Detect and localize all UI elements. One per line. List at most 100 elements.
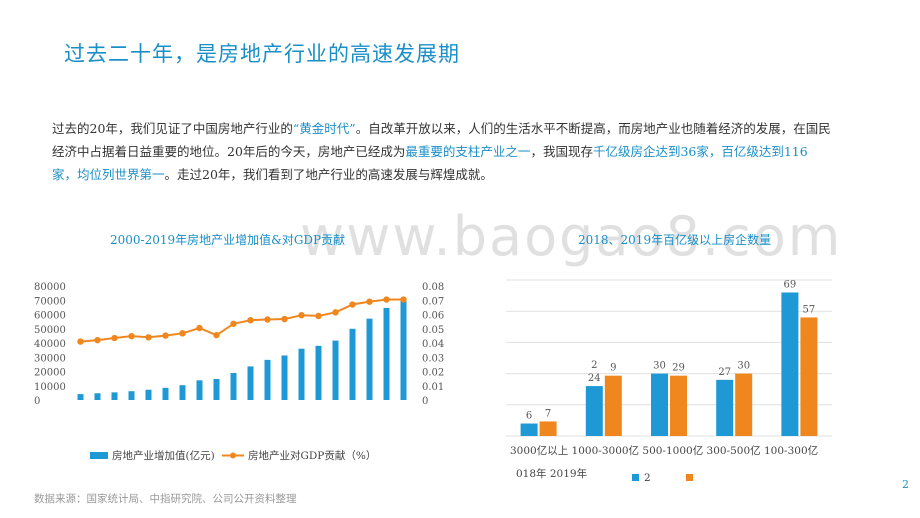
bar: [179, 385, 186, 400]
line-point: [383, 296, 390, 303]
bar: [111, 392, 118, 400]
y-tick-label: 0: [34, 396, 40, 407]
bar: [196, 380, 203, 400]
line-point: [332, 309, 339, 316]
legend-label-series1: 2: [644, 472, 651, 484]
bar: [349, 328, 356, 400]
line-point: [128, 332, 135, 340]
legend-label-line: 房地产业对GDP贡献（%）: [248, 449, 376, 462]
data-label: 6: [526, 411, 532, 422]
legend-swatch-bar: [90, 452, 108, 459]
bar: [781, 292, 799, 436]
x-axis-label: 018年 2019年: [516, 467, 587, 480]
line-point: [247, 317, 254, 324]
bar: [735, 373, 753, 436]
data-label: 24: [588, 373, 601, 384]
bar: [716, 379, 734, 436]
bar: [800, 317, 818, 436]
line-point: [94, 336, 101, 344]
chart1-title: 2000-2019年房地产业增加值&对GDP贡献: [110, 233, 346, 247]
bar: [315, 345, 322, 400]
data-label: 57: [803, 304, 816, 315]
bar: [539, 421, 557, 436]
line-point: [145, 334, 152, 341]
para-text-1: 过去的20年，我们见证了中国房地产行业的: [52, 121, 293, 136]
x-category-labels: 3000亿以上 1000-3000亿 500-1000亿 300-500亿 10…: [510, 444, 818, 457]
y2-tick-label: 0.07: [422, 296, 444, 307]
bar: [94, 393, 101, 400]
line-point: [349, 301, 356, 308]
line-point: [230, 320, 237, 327]
y-tick-label: 40000: [34, 339, 66, 350]
y2-tick-label: 0.05: [422, 325, 444, 336]
bar: [298, 348, 305, 400]
para-highlight-golden-age: “黄金时代”: [292, 121, 356, 136]
bar: [520, 423, 538, 436]
data-label: 27: [718, 367, 731, 378]
line-point: [315, 312, 322, 320]
data-label: 30: [653, 361, 666, 372]
line-point: [162, 332, 169, 339]
y2-tick-label: 0.08: [422, 282, 444, 293]
bar: [332, 340, 339, 400]
page-title: 过去二十年，是房地产行业的高速发展期: [64, 42, 460, 66]
bar: [604, 375, 622, 436]
y-tick-label: 50000: [34, 325, 66, 336]
y-tick-label: 10000: [34, 382, 66, 393]
data-label: 30: [737, 361, 750, 372]
legend-swatch-series1: [632, 474, 639, 481]
y2-tick-label: 0.04: [422, 339, 444, 350]
para-text-4: 。走过20年，我们看到了地产行业的高速发展与辉煌成就。: [164, 167, 493, 182]
bar: [281, 355, 288, 400]
legend-marker-line: [230, 452, 236, 459]
line-point: [400, 296, 407, 303]
legend-label-bar: 房地产业增加值(亿元): [112, 449, 215, 462]
bar: [77, 394, 84, 400]
chart1-gdp-contribution: 80000 70000 60000 50000 40000 30000 20000 10000…: [34, 282, 444, 462]
data-source-note: 数据来源：国家统计局、中指研究院、公司公开资料整理: [34, 493, 297, 505]
bar: [264, 359, 271, 400]
bar: [400, 300, 407, 400]
bar: [145, 389, 152, 400]
y-tick-label: 30000: [34, 353, 66, 364]
line-point: [213, 331, 220, 339]
bar: [162, 387, 169, 400]
y-tick-label: 70000: [34, 296, 66, 307]
watermark: www.baogao8.com: [300, 205, 843, 268]
line-point: [196, 324, 203, 332]
legend-swatch-series2: [686, 474, 693, 481]
line-point: [281, 315, 288, 323]
line-point: [264, 316, 271, 323]
y2-tick-label: 0.06: [422, 311, 444, 322]
bar: [247, 366, 254, 400]
data-label: 2: [591, 360, 597, 371]
data-label: 9: [610, 363, 616, 374]
bar: [366, 318, 373, 400]
data-label: 29: [672, 363, 685, 374]
y-tick-label: 80000: [34, 282, 66, 293]
bar: [651, 373, 668, 436]
bar: [213, 378, 220, 400]
bar: [230, 372, 237, 400]
data-label: 7: [545, 408, 551, 419]
data-label: 69: [784, 279, 797, 290]
para-text-3: ，我国现存: [530, 144, 593, 159]
y2-tick-label: 0.01: [422, 382, 444, 393]
y2-tick-label: 0: [422, 396, 428, 407]
page-number: 2: [902, 478, 909, 491]
line-point: [111, 334, 118, 342]
para-highlight-pillar: 最重要的支柱产业之一: [405, 144, 531, 159]
line-point: [77, 338, 84, 345]
intro-paragraph: 过去的20年，我们见证了中国房地产行业的“黄金时代”。自改革开放以来，人们的生活…: [52, 117, 832, 186]
y-tick-label: 60000: [34, 311, 66, 322]
line-point: [366, 298, 373, 305]
para-text-2: 。自改革开放以来，人们的生活水平不断提高，而房地产业也随着经济的发展，在国民经济…: [52, 121, 831, 159]
chart2-title: 2018、2019年百亿级以上房企数量: [578, 233, 772, 247]
line-point: [179, 330, 186, 337]
line-point: [298, 312, 305, 319]
para-highlight-ranking: 千亿级房企达到36家，百亿级达到116家，均位列世界第一: [52, 144, 808, 182]
bar: [128, 391, 135, 400]
bar: [670, 375, 687, 436]
y-tick-label: 20000: [34, 368, 66, 379]
chart2-developer-count: 6 7 2 24 9 30 29 27 30 69 57 3000亿以上 1000-3000亿 500…: [506, 279, 832, 484]
